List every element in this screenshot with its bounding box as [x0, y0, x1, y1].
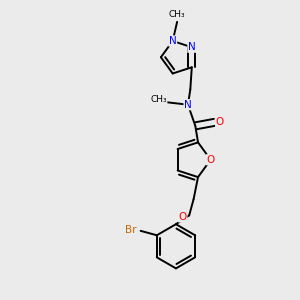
Text: N: N [169, 36, 177, 46]
Text: Br: Br [125, 225, 137, 235]
Text: O: O [206, 155, 215, 165]
Text: N: N [188, 42, 196, 52]
Text: CH₃: CH₃ [150, 95, 167, 104]
Text: CH₃: CH₃ [169, 10, 185, 19]
Text: O: O [216, 117, 224, 127]
Text: O: O [178, 212, 187, 222]
Text: N: N [184, 100, 192, 110]
